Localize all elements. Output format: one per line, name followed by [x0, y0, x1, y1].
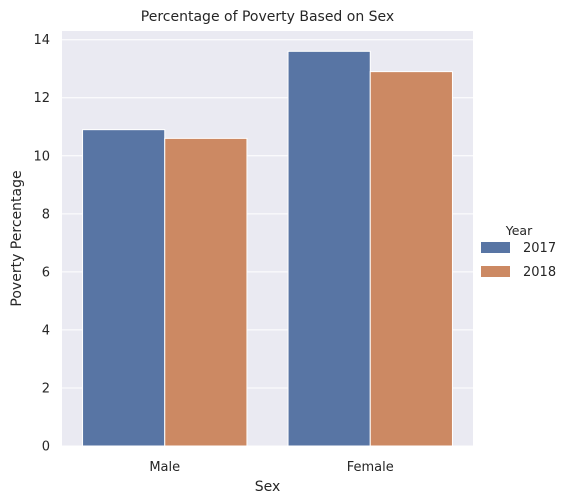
bars	[82, 50, 453, 447]
x-tick-label-male: Male	[149, 460, 180, 475]
bar-female-2017	[287, 50, 371, 447]
bar-female-2018	[369, 71, 453, 447]
y-tick-label: 8	[42, 207, 50, 222]
x-axis-label: Sex	[255, 479, 281, 495]
legend-label-2018: 2018	[523, 265, 556, 280]
x-axis-ticks: Male Female	[149, 460, 393, 475]
bar-male-2017	[82, 129, 166, 447]
legend-title: Year	[505, 223, 533, 238]
y-tick-label: 10	[33, 149, 50, 164]
y-tick-label: 0	[42, 440, 50, 455]
legend-label-2017: 2017	[523, 241, 556, 256]
legend-swatch-2018	[481, 266, 510, 277]
legend: Year 2017 2018	[481, 223, 556, 280]
y-tick-label: 2	[42, 381, 50, 396]
y-axis-ticks: 0 2 4 6 8 10 12 14	[33, 33, 50, 454]
chart-title: Percentage of Poverty Based on Sex	[141, 9, 394, 25]
y-tick-label: 4	[42, 323, 50, 338]
y-tick-label: 12	[33, 91, 50, 106]
y-tick-label: 6	[42, 265, 50, 280]
y-tick-label: 14	[33, 33, 50, 48]
bar-male-2018	[164, 137, 248, 447]
y-axis-label: Poverty Percentage	[9, 170, 25, 306]
x-tick-label-female: Female	[347, 460, 394, 475]
legend-swatch-2017	[481, 242, 510, 253]
